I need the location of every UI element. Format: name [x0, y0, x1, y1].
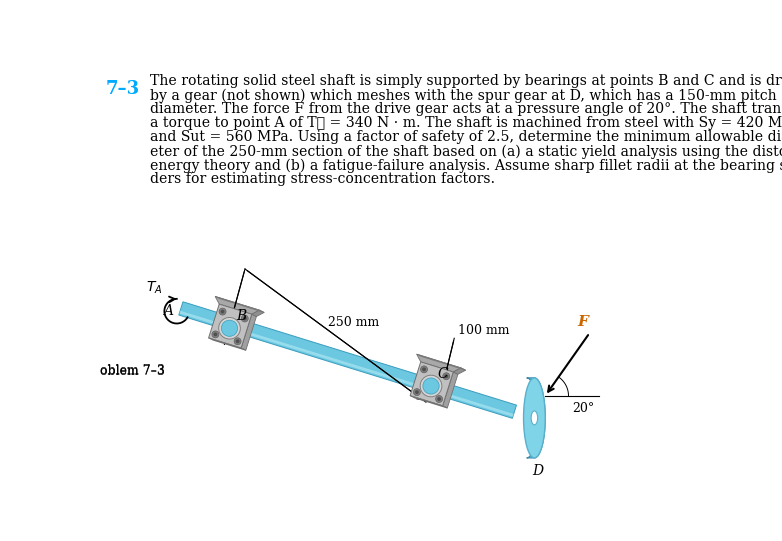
Circle shape	[423, 378, 439, 394]
Circle shape	[221, 309, 224, 314]
Polygon shape	[410, 395, 447, 408]
Text: 7–3: 7–3	[106, 80, 140, 98]
Polygon shape	[526, 378, 545, 458]
Circle shape	[219, 318, 240, 339]
Circle shape	[422, 367, 426, 371]
Circle shape	[212, 331, 219, 338]
Polygon shape	[417, 354, 466, 370]
Text: 250 mm: 250 mm	[328, 316, 379, 329]
Ellipse shape	[531, 411, 538, 425]
Text: D: D	[533, 464, 543, 478]
Circle shape	[436, 395, 443, 403]
Polygon shape	[410, 362, 454, 406]
Circle shape	[414, 388, 421, 395]
Text: a torque to point A of T⁁ = 340 N · m. The shaft is machined from steel with Sy : a torque to point A of T⁁ = 340 N · m. T…	[150, 116, 782, 130]
Polygon shape	[209, 338, 246, 351]
Text: energy theory and (b) a fatigue-failure analysis. Assume sharp fillet radii at t: energy theory and (b) a fatigue-failure …	[150, 159, 782, 173]
Text: eter of the 250-mm section of the shaft based on (a) a static yield analysis usi: eter of the 250-mm section of the shaft …	[150, 144, 782, 159]
Polygon shape	[454, 368, 466, 374]
Text: $T_A$: $T_A$	[146, 279, 163, 296]
Text: B: B	[236, 309, 246, 323]
Circle shape	[420, 375, 442, 397]
Polygon shape	[179, 302, 516, 418]
Polygon shape	[215, 296, 264, 313]
Circle shape	[242, 315, 248, 322]
Circle shape	[219, 308, 226, 315]
Circle shape	[443, 373, 450, 380]
Circle shape	[437, 397, 441, 401]
Polygon shape	[252, 310, 264, 316]
Polygon shape	[241, 314, 256, 351]
Polygon shape	[179, 311, 514, 417]
Text: and Sut = 560 MPa. Using a factor of safety of 2.5, determine the minimum allowa: and Sut = 560 MPa. Using a factor of saf…	[150, 130, 782, 144]
Text: by a gear (not shown) which meshes with the spur gear at D, which has a 150-mm p: by a gear (not shown) which meshes with …	[150, 88, 777, 103]
Circle shape	[415, 390, 419, 394]
Ellipse shape	[523, 378, 545, 458]
Text: diameter. The force F from the drive gear acts at a pressure angle of 20°. The s: diameter. The force F from the drive gea…	[150, 102, 782, 116]
Text: oblem 7–3: oblem 7–3	[100, 365, 165, 378]
Circle shape	[213, 333, 217, 337]
Circle shape	[234, 338, 241, 345]
Circle shape	[444, 374, 448, 378]
Text: 20°: 20°	[572, 402, 594, 415]
Circle shape	[235, 339, 239, 343]
Text: oblem 7–3: oblem 7–3	[100, 364, 165, 377]
Text: ders for estimating stress-concentration factors.: ders for estimating stress-concentration…	[150, 172, 496, 186]
Polygon shape	[417, 354, 461, 372]
Text: The rotating solid steel shaft is simply supported by bearings at points B and C: The rotating solid steel shaft is simply…	[150, 74, 782, 88]
Polygon shape	[209, 304, 252, 348]
Text: A: A	[163, 304, 174, 318]
Polygon shape	[443, 372, 458, 408]
Polygon shape	[215, 296, 260, 314]
Circle shape	[221, 320, 238, 337]
Text: F: F	[577, 315, 588, 329]
Text: 100 mm: 100 mm	[458, 324, 510, 337]
Circle shape	[421, 366, 428, 373]
Text: C: C	[437, 367, 448, 381]
Circle shape	[243, 316, 246, 320]
